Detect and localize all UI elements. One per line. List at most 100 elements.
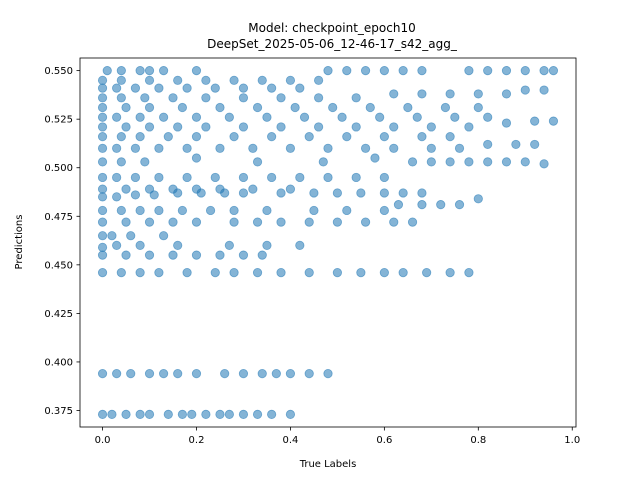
scatter-point	[238, 83, 249, 93]
scatter-point	[473, 89, 483, 99]
scatter-point	[97, 242, 108, 252]
scatter-point	[426, 122, 436, 132]
scatter-point	[191, 217, 202, 227]
scatter-point	[210, 172, 220, 183]
scatter-point	[215, 184, 225, 194]
scatter-point	[323, 66, 333, 76]
scatter-point	[126, 368, 136, 379]
y-tick-label: 0.375	[44, 406, 73, 417]
scatter-point	[130, 83, 141, 93]
scatter-point	[97, 122, 108, 132]
scatter-point	[112, 112, 122, 122]
scatter-point	[116, 93, 126, 103]
scatter-point	[276, 217, 286, 227]
scatter-point	[177, 205, 187, 216]
scatter-point	[445, 157, 455, 167]
scatter-point	[342, 66, 352, 76]
scatter-point	[215, 102, 225, 113]
scatter-point	[464, 157, 474, 167]
scatter-point	[177, 409, 187, 419]
scatter-point	[97, 192, 108, 202]
scatter-point	[267, 132, 277, 142]
x-tick-label: 0.2	[189, 435, 205, 446]
scatter-point	[159, 231, 169, 241]
scatter-point	[144, 122, 155, 132]
scatter-point	[262, 112, 272, 122]
scatter-point	[252, 409, 263, 419]
scatter-point	[314, 75, 324, 85]
scatter-point	[191, 112, 202, 122]
scatter-point	[407, 217, 418, 227]
scatter-point	[417, 66, 427, 76]
y-tick-label: 0.475	[44, 212, 73, 223]
scatter-point	[398, 267, 408, 278]
scatter-point	[403, 102, 413, 113]
scatter-point	[224, 240, 234, 251]
scatter-point	[121, 184, 131, 194]
scatter-point	[276, 267, 286, 278]
scatter-point	[144, 217, 155, 227]
scatter-point	[276, 188, 286, 198]
scatter-point	[220, 368, 230, 379]
x-tick-label: 0.6	[376, 435, 392, 446]
scatter-point	[257, 368, 267, 379]
scatter-point	[154, 83, 164, 93]
scatter-point	[238, 172, 249, 183]
scatter-point	[285, 75, 296, 85]
scatter-point	[140, 157, 150, 167]
y-tick-label: 0.550	[44, 66, 73, 77]
scatter-point	[342, 132, 352, 142]
scatter-point	[112, 192, 122, 202]
scatter-point	[121, 122, 131, 132]
scatter-point	[116, 267, 126, 278]
scatter-point	[97, 102, 108, 113]
scatter-point	[201, 122, 211, 132]
scatter-point	[130, 172, 141, 183]
scatter-point	[398, 66, 408, 76]
scatter-point	[159, 66, 169, 76]
scatter-point	[356, 267, 366, 278]
scatter-point	[252, 102, 263, 113]
scatter-point	[135, 66, 145, 76]
scatter-point	[238, 250, 249, 260]
x-tick-label: 0.0	[95, 435, 111, 446]
scatter-point	[135, 112, 145, 122]
y-tick-label: 0.425	[44, 309, 73, 320]
scatter-point	[332, 267, 342, 278]
scatter-point	[520, 85, 530, 95]
scatter-point	[267, 83, 277, 93]
scatter-point	[201, 409, 211, 419]
scatter-point	[238, 93, 249, 103]
scatter-point	[389, 217, 399, 227]
scatter-point	[168, 250, 178, 260]
scatter-point	[173, 240, 183, 251]
scatter-point	[97, 75, 108, 85]
scatter-point	[295, 172, 305, 183]
scatter-point	[116, 157, 126, 167]
scatter-point	[539, 159, 549, 169]
scatter-point	[483, 66, 493, 76]
scatter-point	[144, 184, 155, 194]
y-tick-label: 0.400	[44, 357, 73, 368]
scatter-point	[539, 85, 549, 95]
y-tick-label: 0.525	[44, 115, 73, 126]
scatter-point	[144, 250, 155, 260]
scatter-point	[112, 368, 122, 379]
scatter-point	[445, 267, 455, 278]
scatter-point	[252, 157, 263, 167]
scatter-point	[379, 267, 389, 278]
scatter-point	[97, 250, 108, 260]
scatter-point	[332, 217, 342, 227]
scatter-point	[285, 409, 296, 419]
scatter-point	[116, 132, 126, 142]
scatter-point	[97, 157, 108, 167]
scatter-point	[238, 409, 249, 419]
scatter-point	[304, 217, 314, 227]
scatter-point	[144, 75, 155, 85]
scatter-point	[314, 93, 324, 103]
scatter-point	[116, 205, 126, 216]
scatter-point	[262, 205, 272, 216]
scatter-point	[144, 102, 155, 113]
scatter-point	[168, 184, 178, 194]
scatter-point	[173, 75, 183, 85]
